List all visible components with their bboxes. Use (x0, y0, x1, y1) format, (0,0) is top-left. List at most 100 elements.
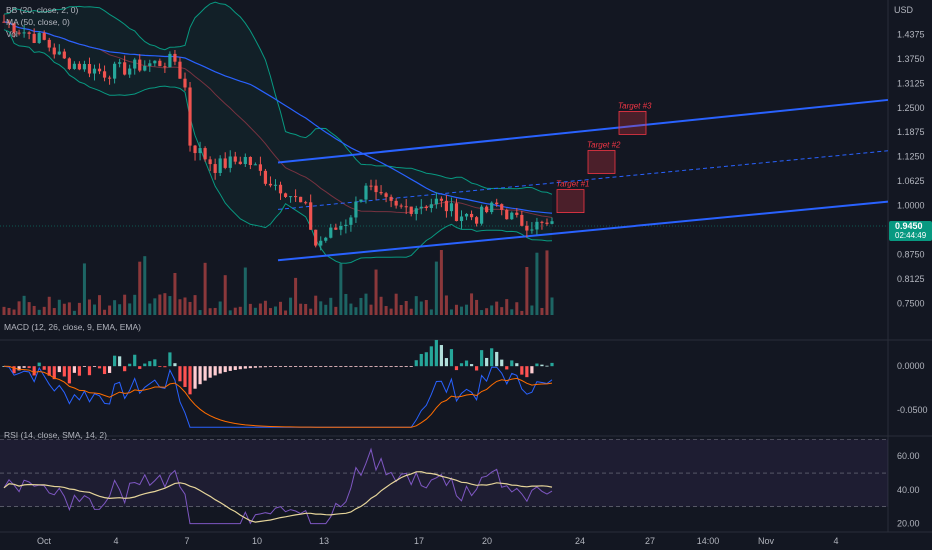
volume-bar (404, 300, 408, 315)
volume-bar (424, 300, 428, 315)
candle-body (183, 78, 187, 88)
volume-bar (294, 277, 298, 315)
volume-bar (178, 299, 182, 315)
macd-histogram-bar (490, 348, 494, 367)
candle-body (434, 198, 438, 205)
rsi-tick-label: 60.00 (897, 451, 920, 461)
volume-bar (470, 293, 474, 315)
volume-bar (399, 304, 403, 315)
volume-bar (324, 304, 328, 315)
volume-bar (409, 308, 413, 315)
candle-body (258, 164, 263, 171)
candle-body (389, 196, 393, 201)
legend-bb: BB (20, close, 2, 0) (6, 5, 78, 15)
volume-bar (183, 297, 187, 315)
target-label: Target #2 (587, 141, 621, 150)
candle-body (223, 158, 227, 168)
candle-body (82, 64, 87, 70)
macd-histogram-bar (178, 366, 182, 382)
time-tick-label: 13 (319, 536, 329, 546)
channel-upper-line (277, 98, 889, 164)
macd-histogram-bar (268, 366, 273, 367)
volume-bar (289, 297, 293, 315)
candle-body (414, 208, 418, 214)
candle-body (324, 237, 328, 241)
macd-histogram-bar (238, 366, 242, 370)
volume-bar (505, 299, 509, 315)
candle-body (173, 53, 177, 62)
volume-bar (414, 296, 418, 315)
candle-body (128, 68, 132, 75)
price-tick-label: 1.4375 (897, 29, 925, 39)
volume-bar (439, 250, 443, 315)
candle-body (118, 62, 122, 64)
volume-bar (454, 304, 458, 315)
candle-body (505, 209, 509, 220)
volume-bar (248, 303, 252, 315)
candle-body (490, 202, 494, 213)
volume-bar (92, 304, 96, 315)
candle-body (535, 221, 539, 230)
volume-bar (123, 294, 127, 315)
macd-histogram-bar (299, 366, 303, 367)
macd-histogram-bar (273, 366, 278, 367)
macd-histogram-bar (77, 366, 82, 376)
candle-body (158, 60, 162, 67)
volume-bars (2, 250, 554, 315)
macd-histogram-bar (213, 366, 217, 376)
candle-body (87, 64, 92, 74)
volume-bar (163, 293, 167, 315)
volume-bar (12, 309, 16, 315)
macd-histogram-bar (545, 365, 549, 367)
candle-body (72, 63, 76, 69)
volume-bar (62, 303, 66, 315)
macd-histogram-bar (188, 366, 192, 395)
macd-histogram-bar (248, 366, 252, 369)
volume-bar (359, 297, 363, 315)
volume-bar (540, 307, 544, 315)
macd-histogram-bar (97, 366, 102, 369)
time-tick-label: 17 (414, 536, 424, 546)
candle-body (133, 59, 137, 69)
candle-body (304, 202, 308, 204)
macd-histogram-bar (474, 366, 479, 371)
volume-bar (148, 303, 152, 315)
macd-histogram-bar (92, 366, 97, 367)
macd-histogram-bar (47, 366, 51, 376)
candle-body (52, 47, 56, 55)
volume-bar (52, 308, 56, 315)
volume-bar (419, 301, 423, 315)
volume-bar (475, 299, 479, 315)
macd-histogram-bar (449, 349, 454, 367)
legend-rsi: RSI (14, close, SMA, 14, 2) (4, 430, 107, 440)
target-boxes[interactable]: Target #1 Target #2 Target #3 (556, 101, 652, 214)
volume-bar (158, 294, 162, 315)
candle-body (495, 202, 499, 205)
volume-bar (238, 306, 242, 315)
macd-histogram-bar (329, 366, 333, 367)
macd-histogram-bar (193, 366, 197, 389)
macd-histogram-bar (87, 366, 92, 376)
macd-histogram-bar (349, 366, 353, 367)
macd-histogram-bar (22, 366, 26, 368)
target-box (587, 150, 616, 174)
volume-bar (103, 309, 107, 315)
macd-histogram-bar (530, 366, 534, 374)
macd-histogram-bar (339, 366, 343, 367)
candle-body (213, 164, 217, 173)
candle-body (469, 213, 474, 218)
candle-body (67, 58, 71, 69)
macd-histogram-bar (434, 339, 438, 367)
volume-bar (87, 299, 91, 315)
macd-histogram-bar (414, 360, 418, 367)
volume-bar (490, 305, 494, 315)
volume-bar (545, 250, 549, 315)
macd-histogram-bar (37, 362, 41, 367)
volume-bar (32, 305, 36, 315)
legend-vol: Vol (6, 29, 18, 39)
volume-bar (108, 305, 112, 315)
candle-body (444, 200, 449, 212)
trend-channel[interactable] (277, 98, 889, 262)
candle-body (399, 205, 403, 207)
